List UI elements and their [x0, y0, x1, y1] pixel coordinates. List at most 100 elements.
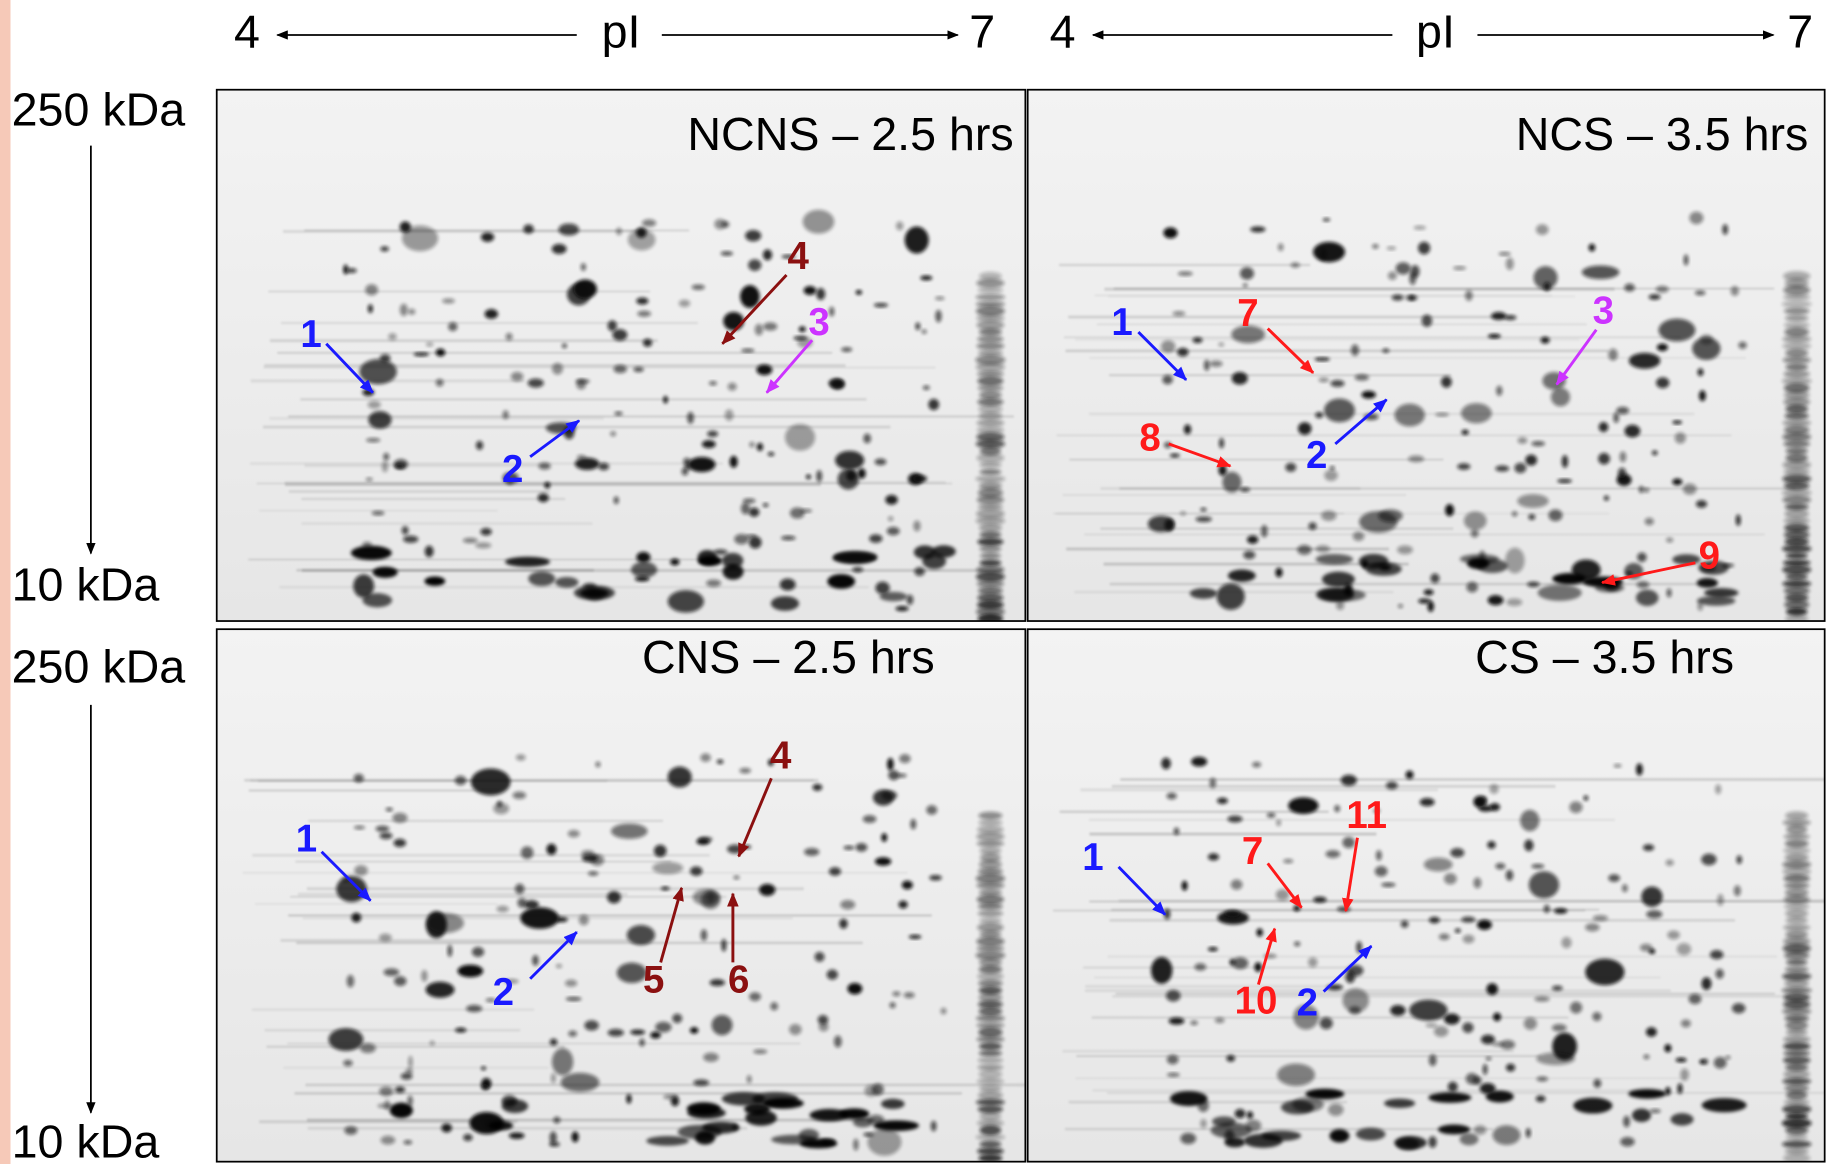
gel-spot: [1315, 545, 1330, 553]
gel-spot: [553, 1116, 561, 1124]
gel-spot: [879, 591, 908, 602]
gel-spot: [573, 279, 597, 299]
gel-lane: [1783, 992, 1811, 1003]
gel-spot: [576, 454, 586, 460]
gel-lane: [979, 1125, 1002, 1136]
gel-spot: [1477, 559, 1508, 573]
gel-spot: [1163, 227, 1178, 239]
gel-spot: [1713, 1056, 1727, 1069]
gel-spot: [706, 430, 719, 438]
gel-spot: [1405, 770, 1414, 780]
gel-spot: [922, 553, 947, 570]
gel-spot: [1216, 583, 1245, 610]
gel-spot: [1573, 1097, 1613, 1114]
gel-spot: [1735, 514, 1741, 526]
gel-spot: [480, 232, 495, 242]
gel-spot: [716, 759, 724, 765]
gel-spot: [1470, 529, 1479, 538]
gel-lane: [976, 314, 1005, 322]
gel-lane: [977, 825, 1004, 834]
gel-lane: [1784, 839, 1809, 848]
gel-streak: [1092, 1089, 1640, 1092]
gel-streak: [284, 481, 946, 484]
gel-spot: [1642, 844, 1655, 852]
gel-spot: [1461, 429, 1469, 435]
spot-label: 6: [728, 958, 749, 1001]
gel-lane: [977, 1057, 1004, 1064]
gel-spot: [1525, 1127, 1531, 1138]
gel-streak: [1075, 1077, 1686, 1080]
gel-streak: [290, 896, 727, 898]
gel-spot: [424, 576, 446, 586]
gel-spot: [1482, 1063, 1488, 1076]
gel-spot: [435, 348, 446, 357]
gel-spot: [691, 284, 705, 290]
gel-spot: [935, 309, 942, 323]
gel-lane: [978, 1027, 1003, 1038]
gel-lane: [1785, 363, 1809, 371]
gel-spot: [1473, 877, 1482, 889]
gel-spot: [762, 249, 773, 261]
gel-spot: [607, 1028, 624, 1037]
gel-spot: [471, 946, 485, 957]
gel-spot: [1648, 294, 1661, 300]
spot-label: 3: [808, 301, 829, 344]
gel-spot: [1688, 993, 1702, 1005]
gel-spot: [1465, 1072, 1478, 1085]
gel-spot: [1487, 334, 1501, 339]
gel-lane: [976, 1036, 1005, 1043]
gel-spot: [881, 833, 888, 842]
gel-streak: [283, 1066, 549, 1070]
gel-spot: [1372, 243, 1379, 249]
gel-spot: [855, 290, 863, 295]
gel-streak: [1091, 1016, 1569, 1019]
gel-spot: [365, 437, 381, 443]
gel-spot: [613, 496, 619, 505]
gel-spot: [887, 757, 894, 771]
gel-spot: [1593, 1078, 1602, 1088]
gel-lane: [975, 950, 1006, 961]
gel-streak: [1093, 976, 1661, 979]
gel-spot: [722, 563, 744, 580]
gel-streak: [281, 321, 698, 324]
gel-lane: [978, 1069, 1003, 1080]
gel-spot: [852, 1117, 873, 1128]
gel-lane: [1783, 390, 1810, 400]
gel-spot: [742, 498, 756, 504]
spot-label: 8: [1139, 417, 1160, 460]
gel-spot: [1226, 1055, 1236, 1062]
gel-lane: [1781, 489, 1812, 497]
gel-lane: [1783, 586, 1810, 596]
gel-streak: [304, 464, 549, 468]
gel-lane: [1785, 453, 1808, 463]
gel-spot: [1230, 879, 1243, 890]
gel-spot: [616, 227, 622, 236]
gel-lane: [979, 559, 1002, 567]
gel-spot: [1345, 971, 1356, 984]
gel-spot: [394, 1086, 406, 1093]
gel-lane: [975, 571, 1005, 582]
gel-spot: [565, 979, 578, 987]
gel-lane: [1782, 342, 1812, 350]
gel-spot: [1191, 756, 1208, 767]
gel-lane: [979, 446, 1002, 456]
gel-lane: [977, 384, 1004, 392]
gel-spot: [816, 470, 823, 483]
gel-spot: [889, 1002, 896, 1009]
gel-spot: [380, 1135, 396, 1145]
gel-spot: [1417, 241, 1431, 255]
gel-spot: [839, 1108, 870, 1120]
spot-arrow: [1342, 837, 1359, 913]
gel-spot: [706, 579, 722, 587]
gel-spot: [350, 545, 392, 561]
gel-lane: [977, 503, 1003, 510]
gel-spot: [1419, 797, 1435, 807]
gel-streak: [1118, 899, 1825, 903]
gel-spot: [1696, 595, 1736, 606]
gel-spot: [578, 914, 589, 926]
gel-spot: [1293, 1004, 1319, 1030]
gel-spot: [558, 223, 580, 236]
gel-lane: [1785, 614, 1809, 622]
gel-spot: [745, 230, 762, 242]
gel-spot: [670, 558, 680, 566]
